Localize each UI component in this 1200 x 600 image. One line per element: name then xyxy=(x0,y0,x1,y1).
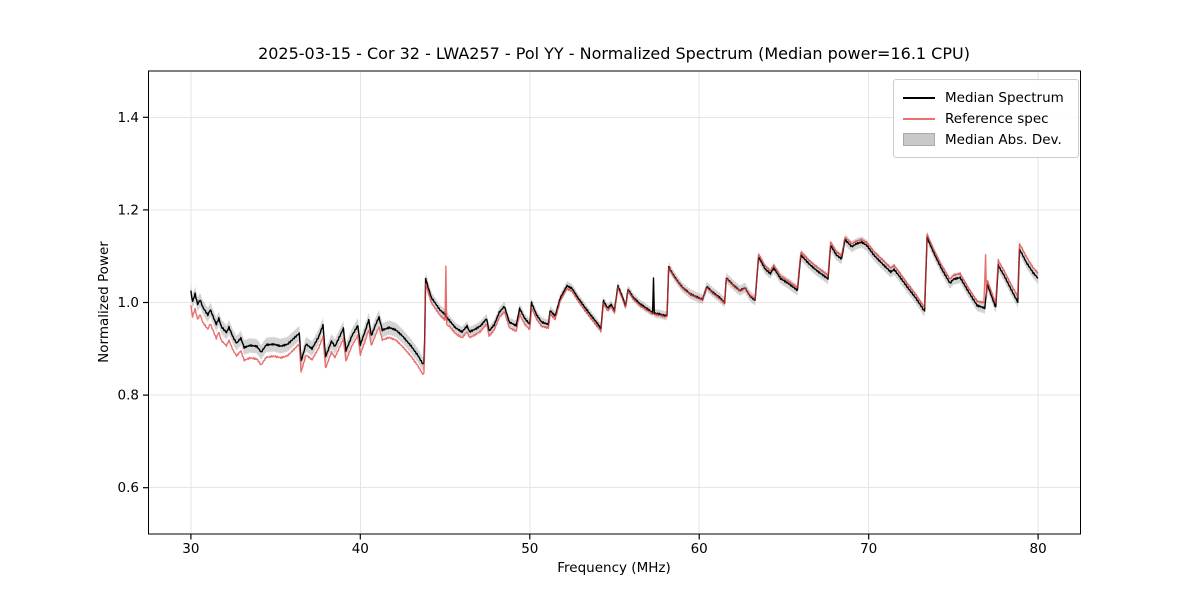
legend-item-median-spectrum: Median Spectrum xyxy=(903,87,1069,108)
legend-label-reference-spec: Reference spec xyxy=(945,110,1049,127)
y-tick-label: 0.8 xyxy=(118,388,139,404)
y-tick-label: 0.6 xyxy=(118,480,139,496)
reference-spec-line xyxy=(190,233,1039,376)
plot-title: 2025-03-15 - Cor 32 - LWA257 - Pol YY - … xyxy=(258,44,970,63)
legend-label-median-spectrum: Median Spectrum xyxy=(945,89,1064,106)
x-tick-label: 60 xyxy=(691,541,708,557)
median-spectrum-line-sample xyxy=(903,96,935,99)
legend-item-median-abs-dev: Median Abs. Dev. xyxy=(903,129,1069,150)
x-axis-label: Frequency (MHz) xyxy=(557,560,671,576)
median-abs-dev-patch-sample xyxy=(903,133,935,146)
y-tick-label: 1.4 xyxy=(118,110,139,126)
y-tick-label: 1.0 xyxy=(118,295,139,311)
y-axis-label: Normalized Power xyxy=(96,241,112,363)
legend-label-median-abs-dev: Median Abs. Dev. xyxy=(945,131,1062,148)
reference-spec-line-sample xyxy=(903,117,935,120)
legend: Median Spectrum Reference spec Median Ab… xyxy=(893,79,1079,158)
x-tick-label: 30 xyxy=(182,541,199,557)
x-tick-label: 70 xyxy=(860,541,877,557)
x-tick-label: 50 xyxy=(521,541,538,557)
x-tick-label: 80 xyxy=(1030,541,1047,557)
y-tick-label: 1.2 xyxy=(118,202,139,218)
legend-item-reference-spec: Reference spec xyxy=(903,108,1069,129)
x-tick-label: 40 xyxy=(352,541,369,557)
